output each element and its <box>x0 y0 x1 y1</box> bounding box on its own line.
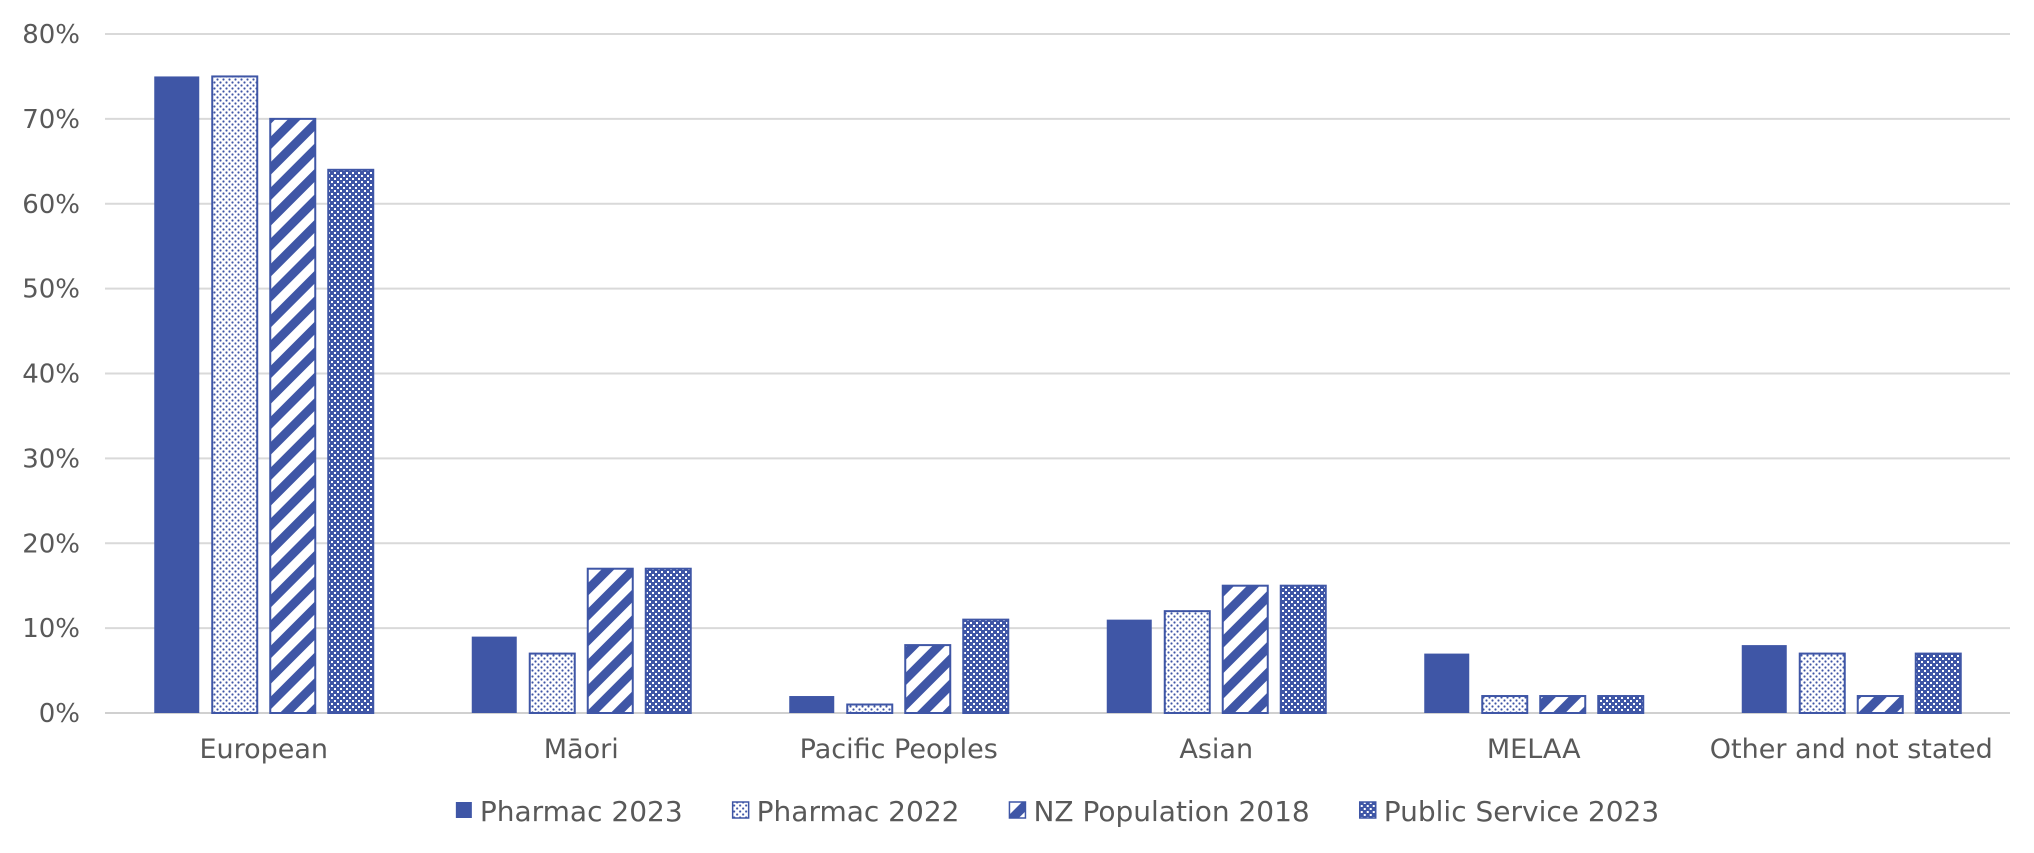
x-category-label: Asian <box>1179 734 1253 765</box>
y-tick-label: 20% <box>22 529 80 559</box>
bar <box>904 644 952 714</box>
bar <box>1741 645 1787 713</box>
legend-item: Public Service 2023 <box>1358 795 1659 828</box>
bar <box>211 75 259 714</box>
legend-swatch <box>731 801 750 819</box>
y-axis-ticks: 0% 10% 20% 30% 40% 50% 60% 70% 80% <box>22 20 80 729</box>
legend-swatch <box>1008 801 1027 819</box>
bars <box>154 75 1962 715</box>
bar <box>471 636 517 713</box>
x-category-label: Other and not stated <box>1710 734 1993 765</box>
bar <box>1481 695 1529 715</box>
y-tick-label: 30% <box>22 444 80 474</box>
legend: Pharmac 2023 Pharmac 2022 NZ Population 20… <box>455 795 1659 828</box>
legend-label: NZ Population 2018 <box>1033 795 1309 828</box>
y-tick-label: 80% <box>22 20 80 50</box>
x-axis-categories: European Māori Pacific Peoples Asian MELAA Ot… <box>199 734 1992 765</box>
bar <box>962 618 1010 715</box>
bar <box>789 696 835 713</box>
bar <box>1856 695 1904 715</box>
x-category-label: Pacific Peoples <box>800 734 998 765</box>
bar <box>327 168 375 715</box>
bar <box>1163 610 1211 715</box>
legend-label: Pharmac 2023 <box>480 795 683 828</box>
legend-label: Pharmac 2022 <box>757 795 960 828</box>
y-tick-label: 60% <box>22 190 80 220</box>
gridlines <box>105 33 2010 714</box>
bar <box>269 117 317 714</box>
bar <box>154 76 200 713</box>
y-tick-label: 0% <box>39 699 80 729</box>
legend-item: NZ Population 2018 <box>1008 795 1310 828</box>
bar <box>1914 652 1962 715</box>
bar <box>1539 695 1587 715</box>
legend-item: Pharmac 2023 <box>455 795 683 828</box>
bar <box>1221 584 1269 714</box>
legend-label: Public Service 2023 <box>1384 795 1659 828</box>
bar <box>1424 653 1470 713</box>
bar <box>846 703 894 715</box>
legend-swatch <box>1358 801 1377 819</box>
bar <box>528 652 576 715</box>
bar <box>1597 695 1645 715</box>
legend-item: Pharmac 2022 <box>731 795 960 828</box>
bar <box>1106 619 1152 713</box>
y-tick-label: 70% <box>22 105 80 135</box>
y-tick-label: 40% <box>22 360 80 390</box>
legend-swatch <box>455 802 472 818</box>
x-category-label: European <box>199 734 328 765</box>
x-category-label: MELAA <box>1487 734 1581 765</box>
y-tick-label: 10% <box>22 614 80 644</box>
bar <box>1798 652 1846 715</box>
bar <box>1279 584 1327 714</box>
bar <box>644 567 692 715</box>
y-tick-label: 50% <box>22 275 80 305</box>
x-category-label: Māori <box>544 734 619 765</box>
bar <box>586 567 634 715</box>
